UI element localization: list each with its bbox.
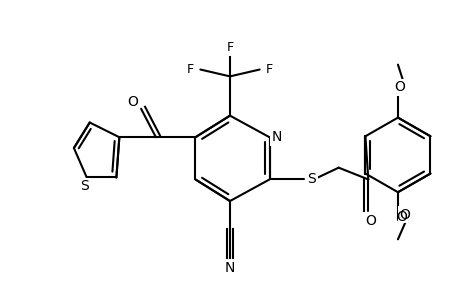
Text: S: S bbox=[80, 179, 89, 193]
Text: F: F bbox=[186, 63, 194, 76]
Text: F: F bbox=[226, 41, 233, 54]
Text: O: O bbox=[398, 208, 409, 222]
Text: N: N bbox=[224, 261, 235, 275]
Text: S: S bbox=[307, 172, 316, 186]
Text: O: O bbox=[364, 214, 375, 228]
Text: N: N bbox=[271, 130, 281, 144]
Text: O: O bbox=[396, 210, 407, 224]
Text: F: F bbox=[265, 63, 273, 76]
Text: O: O bbox=[394, 80, 404, 94]
Text: O: O bbox=[128, 95, 138, 109]
